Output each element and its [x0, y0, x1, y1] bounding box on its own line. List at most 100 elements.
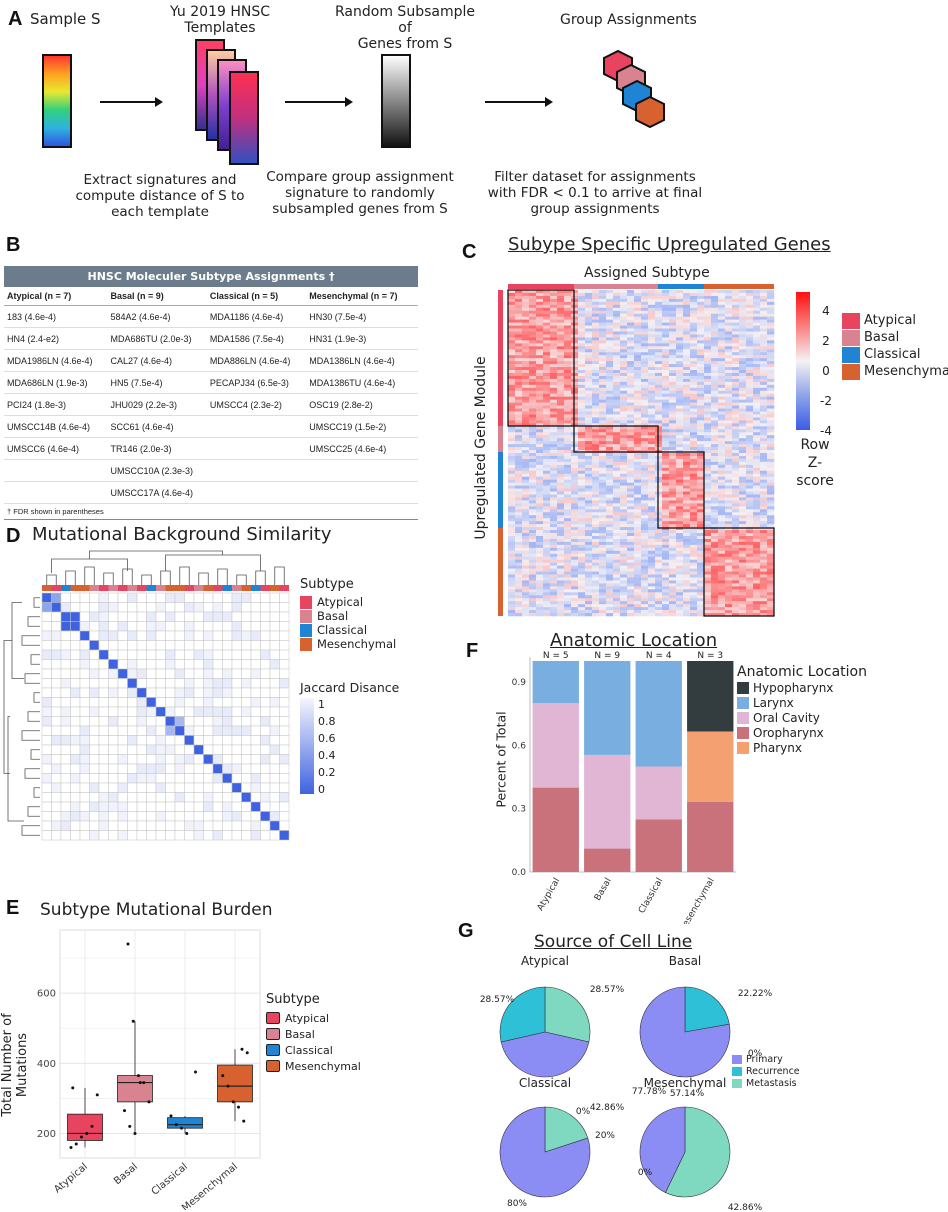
- heatmap-cells: [508, 290, 775, 617]
- jaccard-scale-title: Jaccard Disance: [300, 680, 400, 695]
- legend-swatch: [266, 1012, 280, 1024]
- y-tick-label: 600: [37, 989, 56, 1000]
- data-point: [133, 1131, 137, 1135]
- table-cell: [206, 437, 307, 460]
- table-cell: MDA1186 (4.6e-4): [206, 305, 307, 328]
- subtype-annotation: [156, 585, 166, 591]
- subtype-annotation: [146, 585, 156, 591]
- data-point: [226, 1084, 230, 1088]
- data-point: [242, 1119, 246, 1123]
- bar-segment-hypopharynx: [687, 661, 734, 732]
- module-annotation-side: [498, 528, 503, 616]
- templates-label: Yu 2019 HNSC Templates: [169, 4, 270, 36]
- panel-c-title: Subype Specific Upregulated Genes: [508, 234, 831, 255]
- legend-swatch: [842, 329, 860, 346]
- legend-swatch: [737, 741, 749, 754]
- legend-title: Subtype: [300, 577, 354, 592]
- jaccard-cells: [41, 592, 290, 841]
- bar-segment-oropharynx: [687, 801, 734, 872]
- legend-item-classical: Classical: [300, 623, 396, 637]
- table-cell: HN4 (2.4-e2): [4, 327, 108, 350]
- table-row: UMSCC14B (4.6e-4) SCC61 (4.6e-4) UMSCC19 (…: [4, 415, 418, 438]
- data-point: [221, 1074, 225, 1078]
- data-point: [142, 1081, 146, 1085]
- subtype-annotation: [251, 585, 261, 591]
- legend-item-basal: Basal: [842, 329, 948, 346]
- data-point: [174, 1123, 178, 1127]
- grey-gradient-bar: [381, 54, 411, 148]
- subtype-annotation: [127, 585, 137, 591]
- subtype-annotation-top: [508, 284, 574, 289]
- legend-item-atypical: Atypical: [842, 312, 948, 329]
- anatomic-location-stacked-bar: 0.0 0.3 0.6 0.9 N = 5 Atypical N = 9 Basal N = 4…: [512, 651, 736, 924]
- table-cell: [306, 459, 418, 482]
- x-tick-label: Classical: [637, 877, 665, 916]
- panel-d-legend: Subtype Atypical Basal Classical Mesench…: [300, 577, 396, 651]
- slice-label: 42.86%: [728, 1203, 763, 1212]
- table-cell: MDA1986LN (4.6e-4): [4, 349, 108, 372]
- table-cell: [206, 415, 307, 438]
- table-cell: HN5 (7.5e-4): [107, 371, 207, 394]
- table-cell: HN30 (7.5e-4): [306, 305, 418, 328]
- slice-label: 28.57%: [480, 995, 515, 1005]
- pie-title: Classical: [519, 1076, 571, 1090]
- pie-slice-primary: [639, 1106, 686, 1193]
- subtype-annotation: [89, 585, 99, 591]
- column-header: Mesenchymal (n = 7): [306, 287, 418, 306]
- subtype-annotation: [118, 585, 128, 591]
- pie-slice-metastasis: [544, 986, 591, 1043]
- subtype-assignment-table: HNSC Moleculer Subtype Assignments † Aty…: [4, 266, 418, 520]
- legend-item-mesenchymal: Mesenchymal: [842, 363, 948, 380]
- panel-e-ylabel: Total Number of Mutations: [0, 1013, 30, 1117]
- legend-item: Basal: [266, 1026, 361, 1042]
- slice-label: 0%: [748, 1049, 763, 1059]
- module-annotation-side: [498, 290, 503, 426]
- jaccard-ticks: 1 0.8 0.6 0.4 0.2 0: [318, 698, 336, 796]
- table-cell: [4, 459, 108, 482]
- subtype-annotation: [165, 585, 175, 591]
- legend-item: Pharynx: [737, 740, 867, 755]
- y-tick-label: 200: [37, 1129, 56, 1140]
- subtype-annotation: [80, 585, 90, 591]
- legend-title: Anatomic Location: [737, 664, 867, 680]
- x-tick-label: Classical: [150, 1161, 190, 1197]
- subtype-annotation: [213, 585, 223, 591]
- legend-swatch: [737, 726, 749, 739]
- table-cell: MDA1386TU (4.6e-4): [306, 371, 418, 394]
- table-row: UMSCC10A (2.3e-3): [4, 459, 418, 482]
- zscore-colorbar: [796, 292, 810, 430]
- table-row: UMSCC6 (4.6e-4) TR146 (2.0e-3) UMSCC25 (4.…: [4, 437, 418, 460]
- panel-letter-b: B: [6, 234, 21, 256]
- data-point: [138, 1081, 142, 1085]
- table-cell: MDA686LN (1.9e-3): [4, 371, 108, 394]
- column-header: Basal (n = 9): [107, 287, 207, 306]
- data-point: [71, 1086, 75, 1090]
- table-cell: PECAPJ34 (6.5e-3): [206, 371, 307, 394]
- panel-letter-g: G: [458, 920, 474, 942]
- table-cell: JHU029 (2.2e-3): [107, 393, 207, 416]
- panel-e-legend: Subtype Atypical Basal Classical Mesenchyma…: [266, 992, 361, 1074]
- arrow-icon: [485, 97, 553, 107]
- legend-swatch: [737, 681, 749, 694]
- column-header: Classical (n = 5): [206, 287, 307, 306]
- mutational-burden-boxplot: 200 400 600 Atypical Basal ClassicalMesenchym…: [37, 929, 261, 1210]
- legend-item: Larynx: [737, 695, 867, 710]
- legend-swatch: [300, 595, 312, 609]
- legend-swatch: [737, 696, 749, 709]
- pie-title: Basal: [669, 954, 702, 968]
- table-cell: PCI24 (1.8e-3): [4, 393, 108, 416]
- hexagon-group-icon: [603, 49, 665, 129]
- panel-letter-e: E: [6, 897, 20, 919]
- table-cell: OSC19 (2.8e-2): [306, 393, 418, 416]
- slice-label: 0%: [638, 1168, 653, 1178]
- x-tick-label: Mesenchymal: [180, 1161, 240, 1210]
- legend-swatch: [300, 623, 312, 637]
- table-cell: HN31 (1.9e-3): [306, 327, 418, 350]
- slice-label: 28.57%: [590, 985, 625, 995]
- group-assignments-label: Group Assignments: [560, 12, 697, 28]
- subtype-annotation: [232, 585, 242, 591]
- legend-item: Classical: [266, 1042, 361, 1058]
- assigned-subtype-label: Assigned Subtype: [584, 265, 710, 281]
- pie-slice-primary: [499, 1106, 591, 1198]
- data-point: [231, 1100, 235, 1104]
